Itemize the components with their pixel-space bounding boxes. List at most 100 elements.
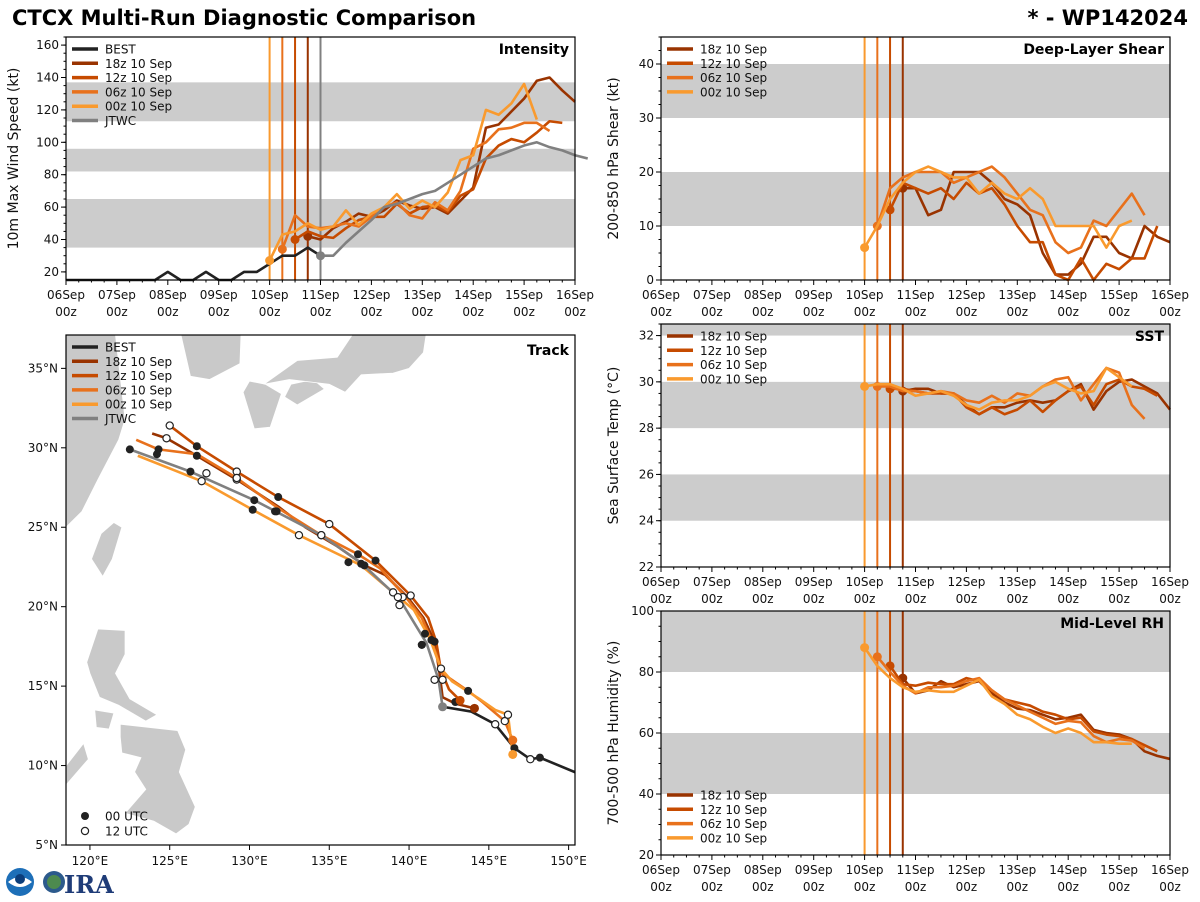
track-point-00utc <box>152 450 161 459</box>
x-tick-label: 00z <box>803 305 825 319</box>
land-palawan <box>66 742 89 786</box>
x-tick-label: 11Sep <box>897 863 935 877</box>
track-point-12utc <box>491 720 500 729</box>
lon-tick-label: 130°E <box>231 854 268 868</box>
x-tick-label: 16Sep <box>1151 575 1189 589</box>
x-tick-label: 00z <box>1159 305 1181 319</box>
track-point-00utc <box>248 505 257 514</box>
x-tick-label: 00z <box>1159 592 1181 606</box>
x-tick-label: 00z <box>1057 592 1079 606</box>
x-tick-label: 00z <box>1007 880 1029 894</box>
x-tick-label: 00z <box>701 305 723 319</box>
series-line-00z <box>863 165 1133 249</box>
threshold-band <box>661 64 1170 118</box>
x-tick-label: 14Sep <box>454 288 492 302</box>
rh-chart: 20 40 60 80 100 06Sep 00z 07Sep 00z 08Sep 00z 09Sep… <box>606 604 1189 894</box>
y-tick-label: 40 <box>639 787 654 801</box>
x-tick-label: 16Sep <box>1151 288 1189 302</box>
track-point-12utc <box>232 473 241 483</box>
lat-tick-label: 30°N <box>28 441 58 455</box>
series-line-18z <box>902 170 1171 276</box>
series-line-06z <box>876 165 1146 255</box>
x-tick-label: 15Sep <box>1100 288 1138 302</box>
init-point-00z <box>860 381 870 391</box>
legend-label: 18z 10 Sep <box>700 330 767 344</box>
y-axis-label: 200-850 hPa Shear (kt) <box>606 77 622 239</box>
lat-tick-label: 10°N <box>28 759 58 773</box>
land-mindoro-palawan <box>94 709 115 730</box>
panel-title: Intensity <box>499 42 569 58</box>
track-point-12utc <box>197 476 206 486</box>
track-point-12utc <box>393 592 403 602</box>
x-tick-label: 09Sep <box>200 288 238 302</box>
legend-label: 06z 10 Sep <box>700 71 767 85</box>
track-init-point-06z <box>508 735 518 745</box>
land-china-coast <box>66 335 126 528</box>
track-point-00utc <box>192 451 201 460</box>
y-tick-label: 26 <box>639 467 654 481</box>
track-line-00z <box>137 454 515 755</box>
land-visayas-mindanao <box>119 723 196 835</box>
y-tick-label: 28 <box>639 421 654 435</box>
x-tick-label: 12Sep <box>947 288 985 302</box>
y-tick-label: 30 <box>639 111 654 125</box>
threshold-band <box>661 474 1170 521</box>
track-point-00utc <box>274 493 283 502</box>
x-tick-label: 07Sep <box>693 575 731 589</box>
x-tick-label: 07Sep <box>693 288 731 302</box>
plot-frame <box>660 36 1171 281</box>
y-tick-label: 140 <box>36 71 59 85</box>
x-tick-label: 00z <box>854 305 876 319</box>
track-point-12utc <box>500 716 509 726</box>
panel-title: Deep-Layer Shear <box>1023 42 1164 58</box>
land-japan-honshu <box>263 335 427 393</box>
x-tick-label: 08Sep <box>149 288 187 302</box>
x-tick-label: 10Sep <box>846 288 884 302</box>
x-tick-label: 00z <box>956 305 978 319</box>
x-tick-label: 00z <box>905 880 927 894</box>
init-point-JTWC <box>316 251 325 261</box>
legend-label: 12z 10 Sep <box>700 344 767 358</box>
page-title: CTCX Multi-Run Diagnostic Comparison <box>12 6 477 30</box>
y-tick-label: 32 <box>639 329 654 343</box>
lon-tick-label: 135°E <box>311 854 348 868</box>
y-tick-label: 100 <box>631 604 654 618</box>
x-tick-label: 00z <box>1007 305 1029 319</box>
legend-label: BEST <box>105 43 136 57</box>
legend-label: 00z 10 Sep <box>700 831 767 845</box>
x-tick-label: 00z <box>854 880 876 894</box>
track-point-12utc <box>503 710 513 719</box>
series-line-12z <box>888 181 1159 282</box>
y-tick-label: 24 <box>639 514 654 528</box>
track-init-point-00z <box>508 749 518 759</box>
x-tick-label: 15Sep <box>1100 575 1138 589</box>
shear-chart: 0 10 20 30 40 06Sep 00z 07Sep 00z 08Sep 00z 09Sep 00… <box>606 36 1189 319</box>
track-point-12utc <box>526 755 535 764</box>
x-tick-label: 06Sep <box>47 288 85 302</box>
track-init-point-JTWC <box>438 702 448 712</box>
plot-frame <box>65 36 576 281</box>
legend-label: 00z 10 Sep <box>700 372 767 386</box>
y-tick-label: 40 <box>639 57 654 71</box>
track-point-00utc <box>250 496 259 505</box>
storm-id: * - WP142024 <box>1027 6 1188 30</box>
x-tick-label: 00z <box>956 880 978 894</box>
y-tick-label: 20 <box>639 165 654 179</box>
land-japan-kyushu <box>242 380 282 430</box>
x-tick-label: 16Sep <box>1151 863 1189 877</box>
track-chart: 5°N 10°N 15°N 20°N 25°N 30°N 35°N 120°E 125°E 130… <box>28 334 587 868</box>
x-tick-label: 11Sep <box>897 575 935 589</box>
legend-label: JTWC <box>104 114 136 128</box>
plot-frame <box>660 323 1171 568</box>
land-korea <box>180 335 242 380</box>
y-tick-label: 40 <box>44 233 59 247</box>
track-point-00utc <box>353 550 362 559</box>
x-tick-label: 07Sep <box>98 288 136 302</box>
series-line-12z <box>294 119 563 241</box>
x-tick-label: 12Sep <box>352 288 390 302</box>
legend-label: 00z 10 Sep <box>105 100 172 114</box>
x-tick-label: 00z <box>55 305 77 319</box>
legend-label: 00 UTC <box>105 810 148 824</box>
x-tick-label: 09Sep <box>795 863 833 877</box>
